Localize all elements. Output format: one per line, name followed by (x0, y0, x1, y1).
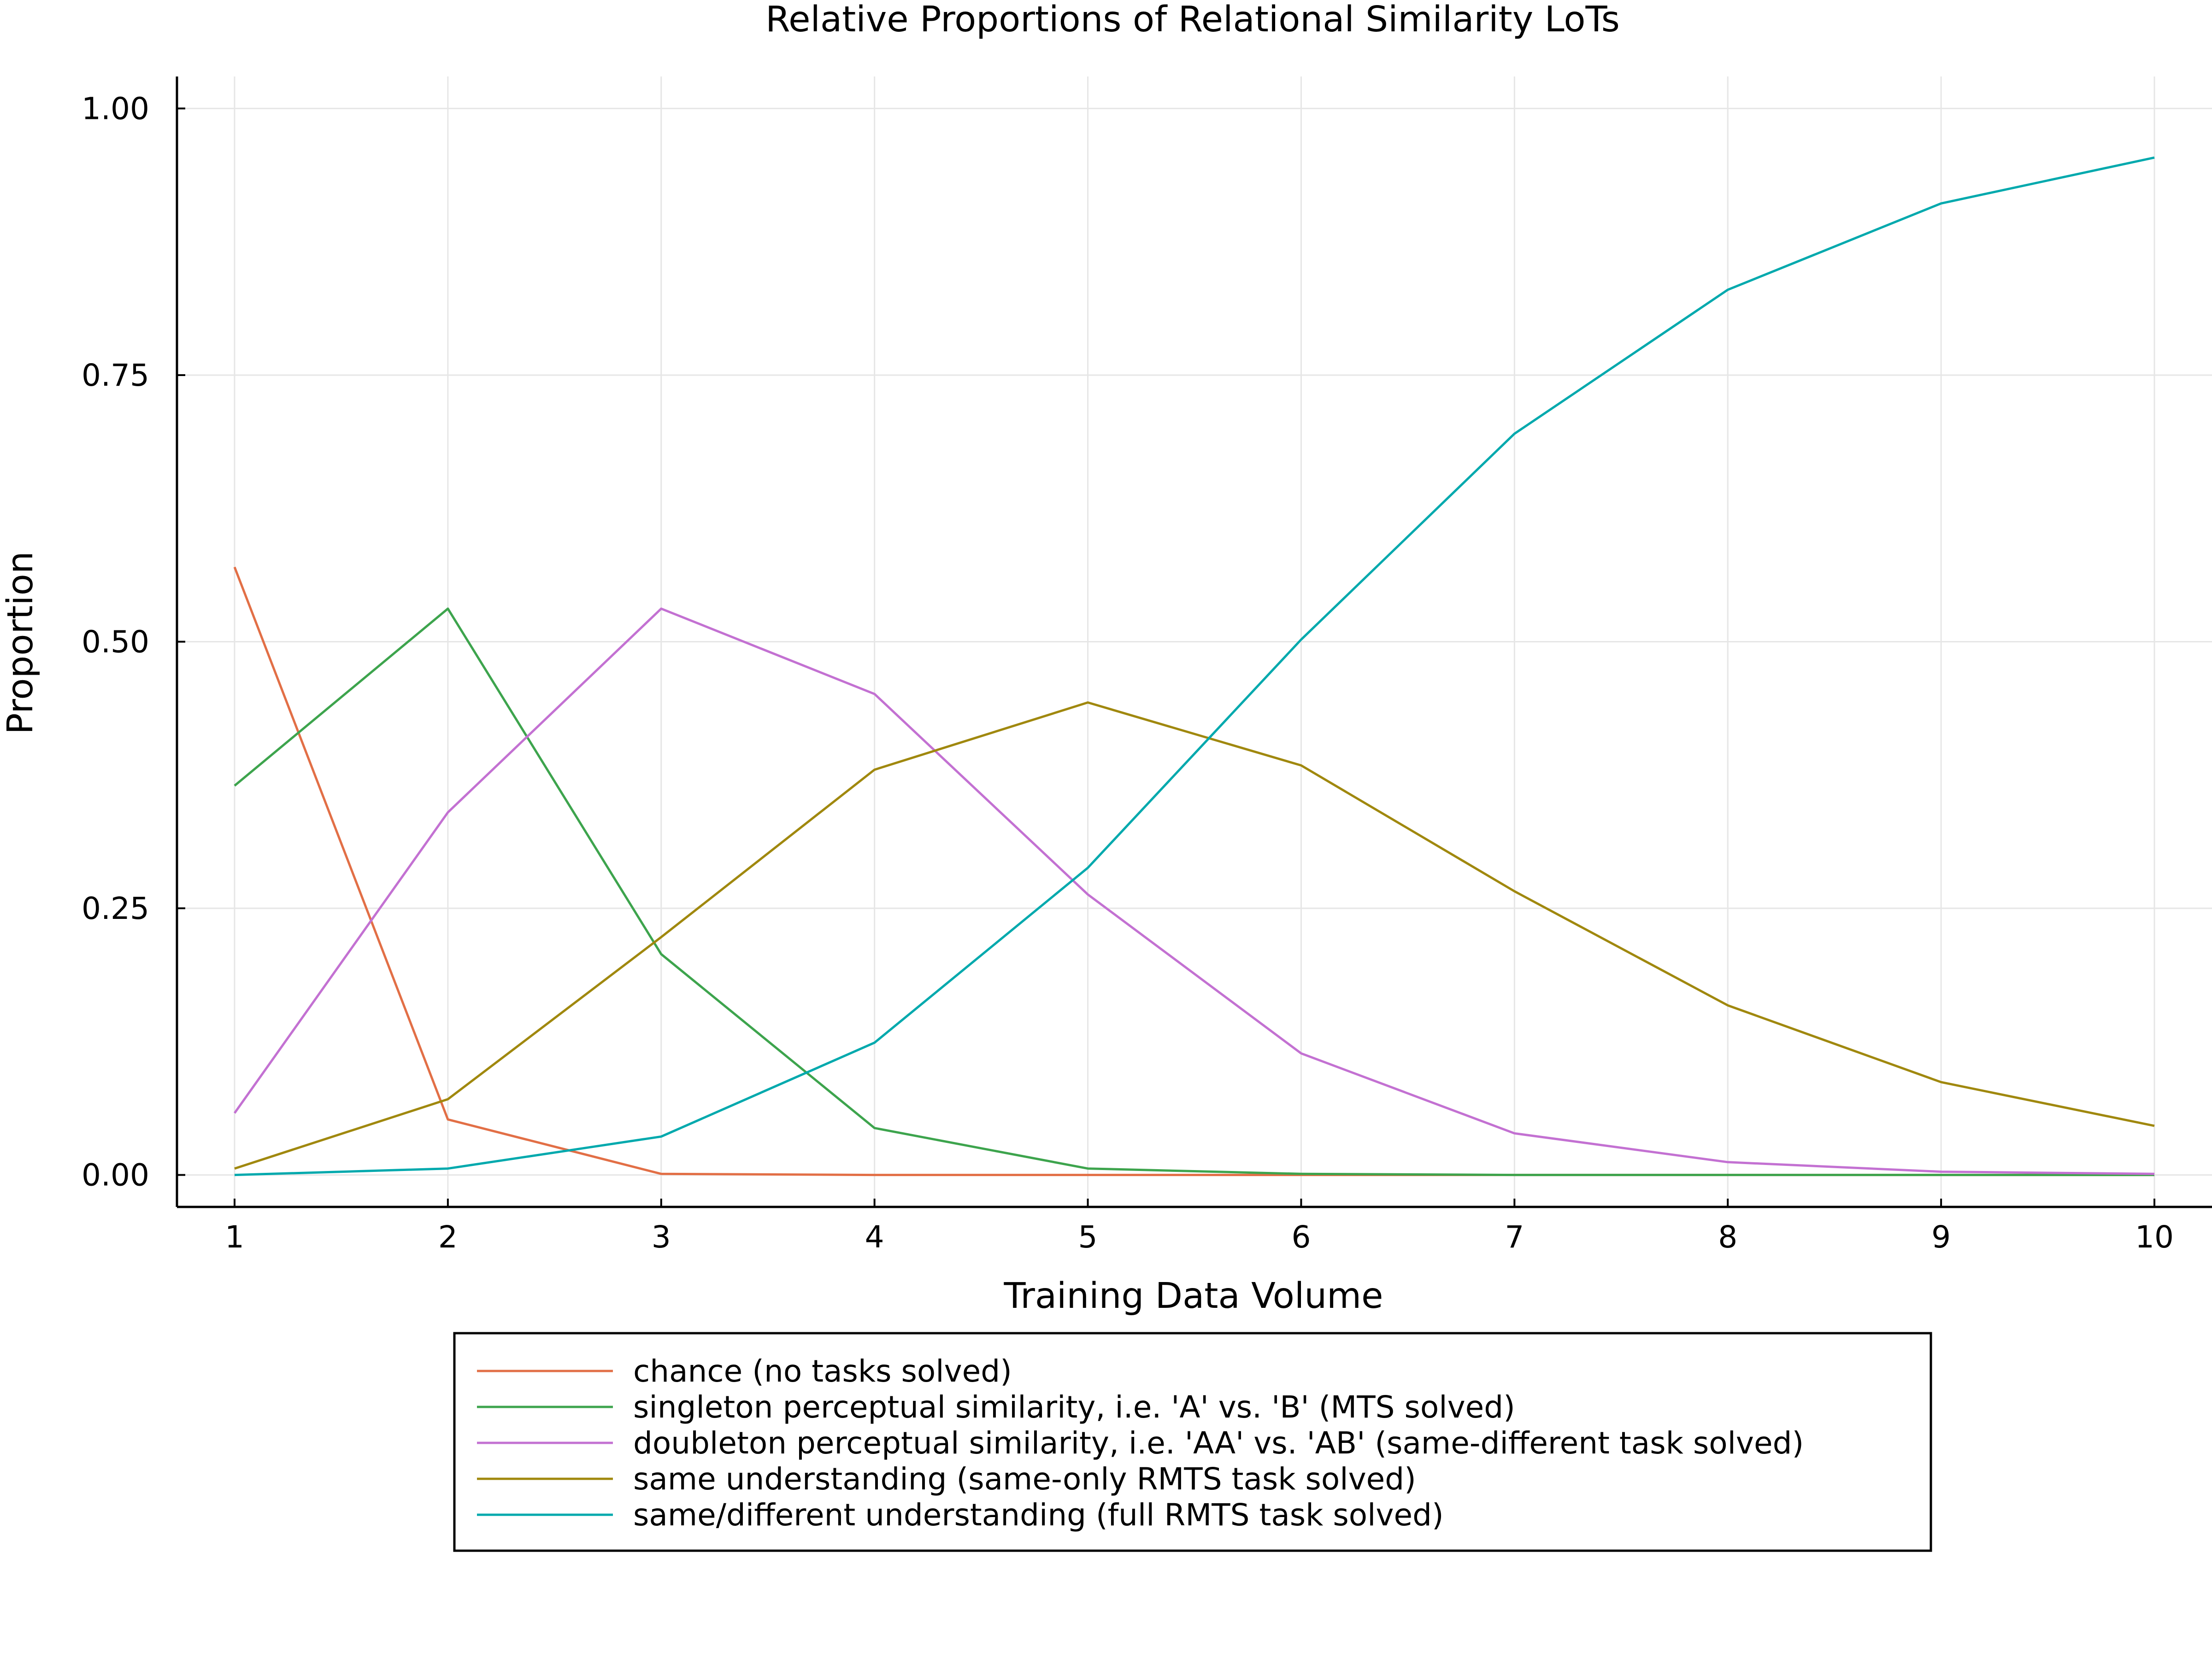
x-axis-label: Training Data Volume (1003, 1276, 1383, 1317)
x-tick-label: 2 (438, 1219, 458, 1255)
legend-item: singleton perceptual similarity, i.e. 'A… (477, 1389, 1515, 1425)
series-lines (233, 156, 2155, 1177)
x-tick-label: 8 (1718, 1219, 1737, 1255)
x-tick-label: 1 (225, 1219, 244, 1255)
x-axis-ticks: 1 2 3 4 5 6 7 8 9 10 (225, 1199, 2174, 1255)
legend-label: singleton perceptual similarity, i.e. 'A… (633, 1389, 1515, 1425)
x-tick-label: 7 (1505, 1219, 1524, 1255)
y-axis-label: Proportion (0, 551, 41, 734)
y-tick-label: 1.00 (82, 91, 149, 126)
legend-label: doubleton perceptual similarity, i.e. 'A… (633, 1425, 1804, 1461)
x-tick-label: 6 (1291, 1219, 1311, 1255)
x-tick-label: 4 (865, 1219, 884, 1255)
legend: chance (no tasks solved)singleton percep… (453, 1332, 1932, 1552)
series-line-1 (233, 566, 2154, 1177)
series-line-3 (233, 607, 2155, 1175)
legend-item: chance (no tasks solved) (477, 1353, 1012, 1389)
x-tick-label: 3 (652, 1219, 671, 1255)
y-axis-ticks: 0.00 0.25 0.50 0.75 1.00 (82, 91, 185, 1193)
y-tick-label: 0.75 (82, 358, 149, 393)
legend-item: same/different understanding (full RMTS … (477, 1497, 1444, 1533)
y-tick-label: 0.00 (82, 1158, 149, 1193)
legend-box (453, 1332, 1932, 1552)
legend-item: same understanding (same-only RMTS task … (477, 1461, 1416, 1497)
legend-item: doubleton perceptual similarity, i.e. 'A… (477, 1425, 1804, 1461)
series-line-4 (234, 701, 2155, 1170)
y-gridlines (177, 107, 2212, 1176)
legend-label: chance (no tasks solved) (633, 1353, 1012, 1389)
y-tick-label: 0.25 (82, 891, 149, 926)
legend-label: same/different understanding (full RMTS … (633, 1497, 1444, 1533)
chart-title: Relative Proportions of Relational Simil… (765, 0, 1620, 40)
series-line-5 (234, 156, 2155, 1177)
legend-label: same understanding (same-only RMTS task … (633, 1461, 1416, 1497)
x-tick-label: 9 (1931, 1219, 1951, 1255)
x-tick-label: 5 (1078, 1219, 1098, 1255)
y-tick-label: 0.50 (82, 624, 149, 660)
series-line-2 (234, 607, 2154, 1177)
x-tick-label: 10 (2135, 1219, 2174, 1255)
